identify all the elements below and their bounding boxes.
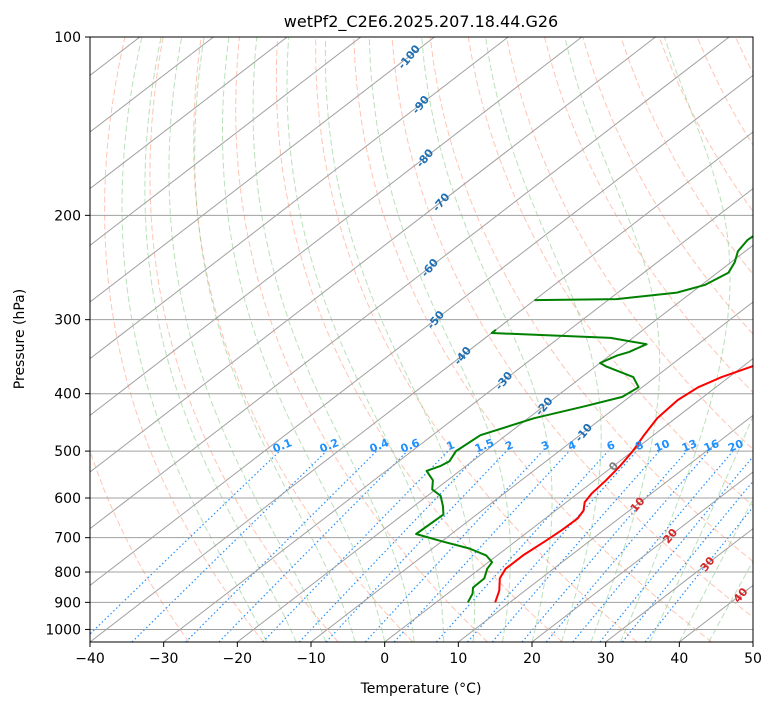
- series-layer: [415, 235, 753, 603]
- dry-adiabat: [544, 37, 753, 394]
- y-tick-label: 800: [54, 565, 81, 581]
- x-tick-label: 30: [597, 651, 615, 667]
- x-tick-label: −10: [296, 651, 326, 667]
- x-tick-label: −20: [223, 651, 253, 667]
- dry-adiabat: [193, 37, 414, 642]
- dry-adiabat: [315, 37, 638, 642]
- mixing-ratio-line: [467, 450, 638, 642]
- mixing-ratio-line: [572, 450, 734, 642]
- isotherm: [458, 414, 753, 642]
- y-tick-label: 300: [54, 313, 81, 329]
- mixing-ratio-line: [218, 450, 408, 642]
- dry-adiabat: [149, 37, 339, 642]
- mixing-ratio-label: 2: [503, 438, 515, 453]
- y-tick-label: 700: [54, 531, 81, 547]
- x-axis-title: Temperature (°C): [360, 681, 482, 697]
- moist-adiabat: [324, 37, 476, 642]
- mixing-ratio-line: [545, 450, 710, 642]
- isotherm: [384, 358, 753, 642]
- y-tick-label: 1000: [45, 622, 81, 638]
- temperature-line: [494, 364, 753, 603]
- x-axis: −40 −30 −20 −10 0 10 20 30 40 50: [75, 642, 762, 667]
- moist-adiabat: [222, 37, 386, 642]
- x-tick-label: 10: [449, 651, 467, 667]
- moist-adiabat: [485, 37, 602, 642]
- dry-adiabat: [275, 37, 563, 642]
- mixing-ratio-label: 25: [751, 437, 770, 455]
- x-tick-label: −40: [75, 651, 105, 667]
- mixing-ratio-line: [435, 450, 609, 642]
- dry-adiabat: [582, 37, 753, 335]
- mixing-ratio-line: [364, 450, 544, 642]
- isotherm: [90, 37, 509, 360]
- y-tick-label: 600: [54, 491, 81, 507]
- moist-adiabat: [121, 37, 268, 642]
- mixing-ratio-label: 16: [702, 437, 721, 455]
- dry-adiabat: [104, 37, 264, 642]
- mixing-ratio-line: [621, 480, 753, 642]
- mixing-ratio-line: [599, 455, 753, 642]
- x-tick-label: 40: [670, 651, 688, 667]
- isotherm: [90, 37, 362, 246]
- isotherm: [90, 37, 583, 416]
- moist-adiabat: [649, 414, 753, 642]
- dewpoint-line: [415, 329, 648, 603]
- y-tick-label: 400: [54, 387, 81, 403]
- dry-adiabat: [506, 37, 753, 451]
- background-lines: [90, 37, 753, 642]
- dewpoint-line: [534, 235, 753, 302]
- dry-adiabat: [235, 37, 488, 642]
- dry-adiabat: [429, 37, 753, 563]
- chart-title: wetPf2_C2E6.2025.207.18.44.G26: [284, 12, 558, 32]
- moist-adiabat: [168, 37, 327, 642]
- isotherm: [90, 37, 435, 303]
- moist-adiabat: [678, 497, 753, 642]
- mixing-ratio-line: [90, 450, 281, 635]
- moist-adiabat: [708, 560, 753, 642]
- isotherm: [90, 131, 753, 642]
- grid-lines: [90, 37, 753, 642]
- mixing-ratio-line: [325, 450, 507, 642]
- moist-adiabat: [144, 37, 297, 642]
- moist-adiabat: [619, 37, 731, 642]
- x-tick-label: −30: [149, 651, 179, 667]
- isotherm: [90, 37, 730, 530]
- moist-adiabat: [194, 37, 356, 642]
- mixing-ratio-label: 10: [653, 437, 672, 455]
- plot-frame: [89, 36, 754, 643]
- y-tick-label: 500: [54, 444, 81, 460]
- mixing-ratio-line: [185, 450, 377, 642]
- isotherm: [90, 37, 288, 190]
- isotherm: [605, 528, 753, 642]
- isotherm: [237, 244, 753, 642]
- isotherm: [163, 188, 753, 642]
- isotherm: [90, 74, 753, 586]
- y-tick-label: 900: [54, 595, 81, 611]
- y-tick-label: 100: [54, 30, 81, 46]
- mixing-ratio-line: [298, 450, 483, 642]
- y-axis-title: Pressure (hPa): [12, 289, 28, 389]
- y-axis: 100 200 300 400 500 600 700 800 900 1000: [45, 30, 90, 638]
- x-tick-label: 50: [744, 651, 762, 667]
- y-tick-label: 200: [54, 208, 81, 224]
- mixing-ratio-label: 3: [539, 438, 551, 453]
- mixing-ratio-line: [131, 450, 327, 642]
- isotherm: [531, 471, 753, 642]
- mixing-ratio-label: 8: [633, 438, 645, 453]
- mixing-ratio-label: 1: [445, 438, 457, 453]
- dry-adiabat: [90, 449, 190, 642]
- moist-adiabat: [564, 37, 661, 642]
- mixing-ratio-label: 13: [680, 437, 699, 455]
- x-tick-label: 20: [523, 651, 541, 667]
- dry-adiabat: [391, 37, 753, 618]
- isotherm: [90, 37, 656, 473]
- mixing-ratio-label: 20: [726, 437, 745, 455]
- x-tick-label: 0: [380, 651, 389, 667]
- mixing-ratio-line: [262, 450, 449, 642]
- moist-adiabat: [421, 37, 553, 642]
- moist-adiabat: [368, 37, 511, 642]
